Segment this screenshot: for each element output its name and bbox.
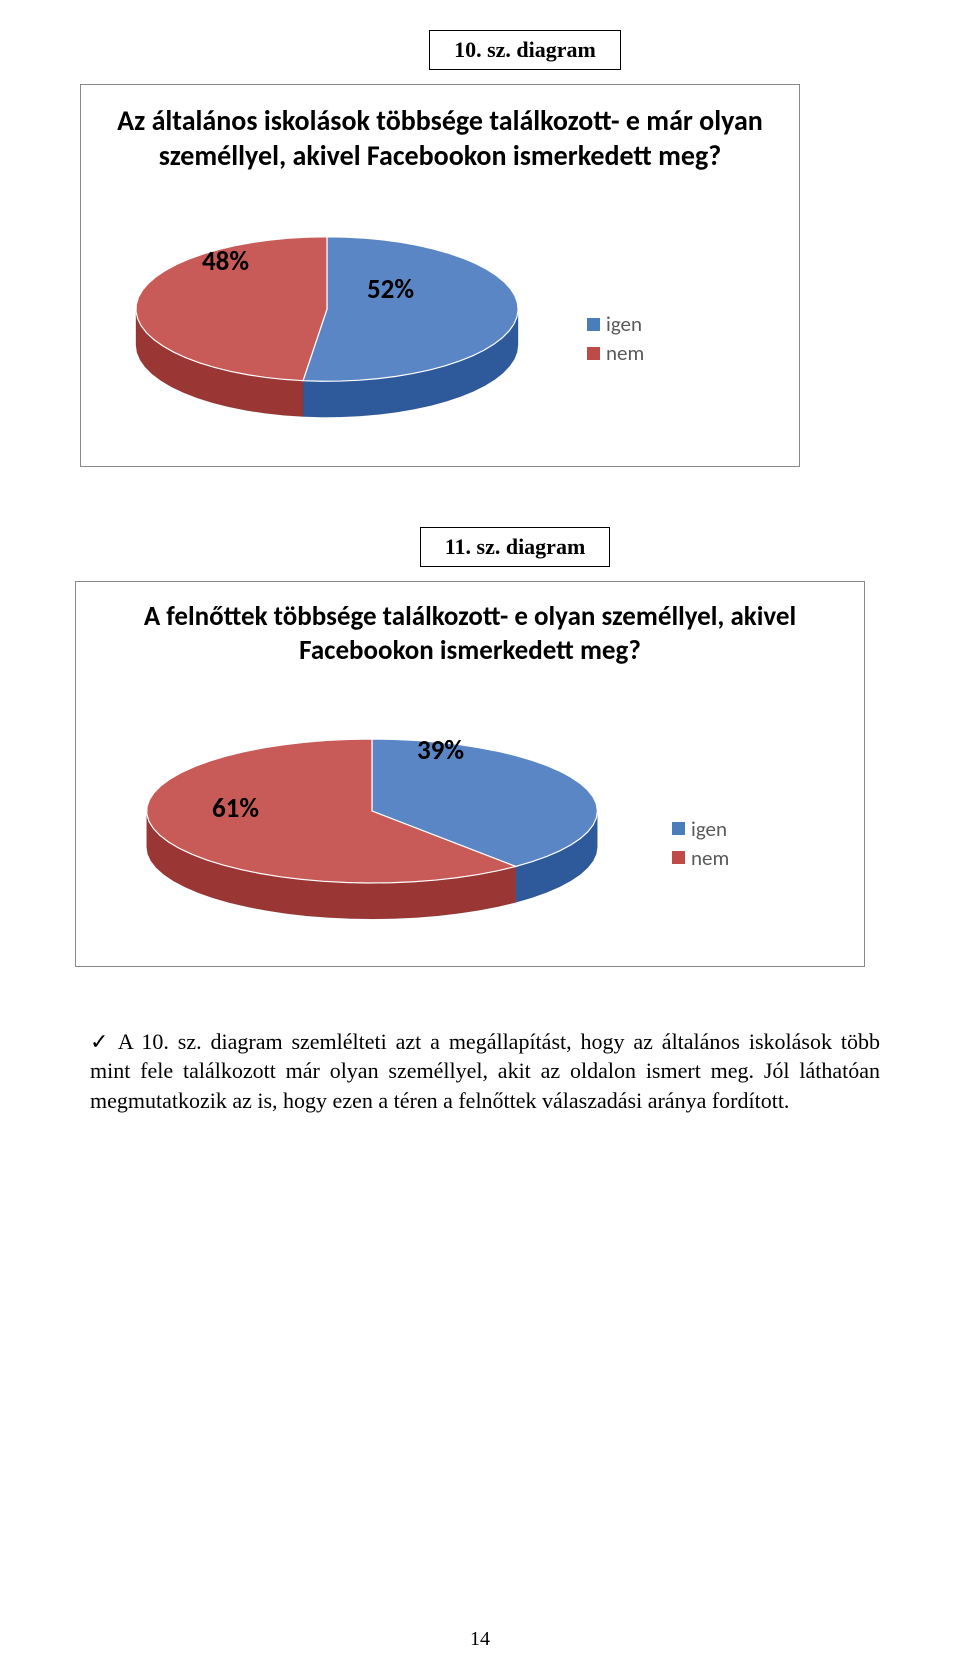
chart2-title: A felnőttek többsége találkozott- e olya… (92, 600, 848, 668)
legend-label: nem (691, 845, 729, 871)
legend-swatch-icon (672, 822, 685, 835)
chart1-frame: Az általános iskolások többsége találkoz… (80, 84, 800, 467)
chart1-caption: 10. sz. diagram (429, 30, 621, 70)
chart2-label-igen: 39% (417, 734, 464, 767)
chart2-legend: igen nem (672, 813, 729, 874)
chart1-pie: 48% 52% (97, 201, 547, 436)
legend-label: igen (691, 816, 727, 842)
chart1-caption-wrapper: 10. sz. diagram (170, 30, 880, 70)
chart1-legend-item-igen: igen (587, 311, 644, 337)
checkmark-icon: ✓ (90, 1029, 112, 1054)
chart1-label-igen: 52% (367, 273, 414, 306)
chart2-body: 39% 61% igen nem (92, 696, 848, 936)
page-number: 14 (0, 1628, 960, 1651)
chart2-label-nem: 61% (212, 792, 259, 825)
legend-label: nem (606, 340, 644, 366)
chart1-label-nem: 48% (202, 245, 249, 278)
chart2-legend-item-igen: igen (672, 816, 729, 842)
body-paragraph: ✓A 10. sz. diagram szemlélteti azt a meg… (90, 1027, 880, 1116)
chart2-legend-item-nem: nem (672, 845, 729, 871)
chart1-title: Az általános iskolások többsége találkoz… (97, 103, 783, 173)
chart1-pie-svg (97, 201, 547, 436)
chart2-pie: 39% 61% (92, 696, 632, 936)
legend-swatch-icon (672, 851, 685, 864)
chart2-caption: 11. sz. diagram (420, 527, 611, 567)
legend-label: igen (606, 311, 642, 337)
body-paragraph-text: A 10. sz. diagram szemlélteti azt a megá… (90, 1029, 880, 1113)
legend-swatch-icon (587, 318, 600, 331)
legend-swatch-icon (587, 347, 600, 360)
chart2-pie-svg (92, 696, 632, 936)
chart1-legend: igen nem (587, 308, 644, 369)
chart2-frame: A felnőttek többsége találkozott- e olya… (75, 581, 865, 967)
chart1-legend-item-nem: nem (587, 340, 644, 366)
chart2-caption-wrapper: 11. sz. diagram (150, 527, 880, 567)
chart1-body: 48% 52% igen nem (97, 201, 783, 436)
